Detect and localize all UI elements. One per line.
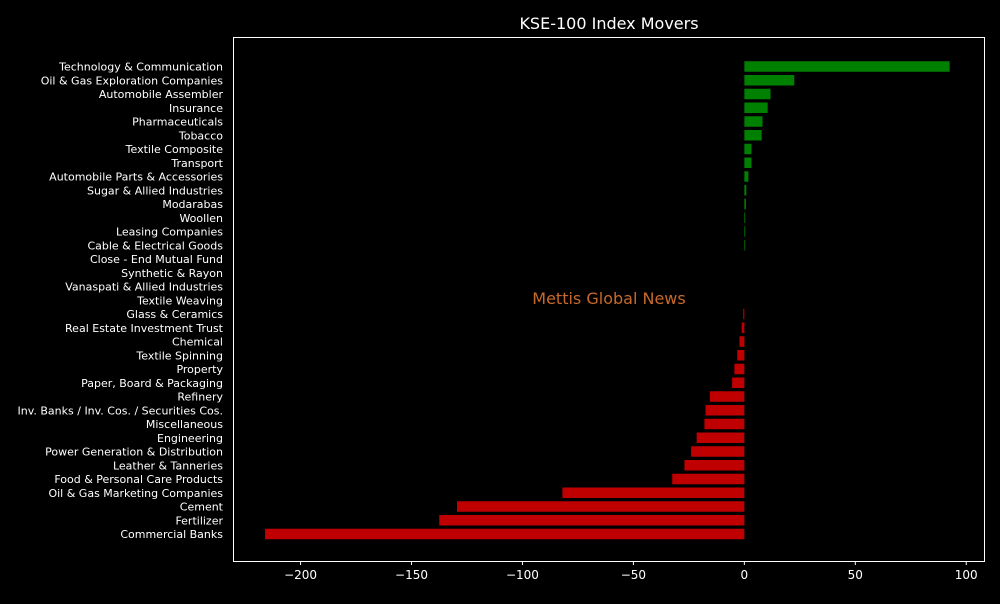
x-tick-label: 50 — [848, 568, 863, 582]
category-label: Oil & Gas Marketing Companies — [48, 487, 223, 500]
bar — [744, 185, 747, 196]
bar — [744, 226, 746, 237]
bar — [705, 405, 745, 416]
category-label: Cement — [180, 501, 224, 514]
bar — [691, 446, 745, 457]
category-label: Automobile Assembler — [99, 88, 224, 101]
category-label: Woollen — [179, 212, 223, 225]
bar — [744, 157, 752, 168]
bar — [744, 212, 746, 223]
bar — [744, 143, 752, 155]
bar — [744, 171, 749, 182]
x-tick-label: −200 — [284, 568, 317, 582]
category-label: Insurance — [169, 102, 223, 115]
chart-title: KSE-100 Index Movers — [519, 14, 698, 33]
category-label: Chemical — [172, 336, 223, 349]
category-label: Close - End Mutual Fund — [90, 253, 223, 266]
category-label: Pharmaceuticals — [132, 116, 223, 129]
category-label: Textile Composite — [125, 143, 224, 156]
category-label: Glass & Ceramics — [126, 308, 223, 321]
x-tick-label: −50 — [621, 568, 646, 582]
category-label: Power Generation & Distribution — [45, 446, 223, 459]
category-label: Vanaspati & Allied Industries — [65, 281, 223, 294]
category-label: Oil & Gas Exploration Companies — [41, 74, 224, 87]
category-label: Automobile Parts & Accessories — [49, 171, 223, 184]
bar — [744, 130, 762, 141]
x-tick-label: −150 — [395, 568, 428, 582]
bar — [741, 322, 745, 333]
category-label: Inv. Banks / Inv. Cos. / Securities Cos. — [18, 404, 223, 417]
bar — [732, 377, 745, 388]
bar — [744, 75, 795, 86]
bar — [265, 528, 745, 540]
bar — [457, 501, 745, 512]
bar — [684, 460, 745, 471]
category-label: Synthetic & Rayon — [121, 267, 223, 280]
category-label: Fertilizer — [175, 514, 223, 527]
bars-layer — [265, 61, 950, 540]
plot-frame — [233, 37, 985, 562]
category-label: Property — [176, 363, 223, 376]
category-label: Food & Personal Care Products — [54, 473, 223, 486]
bar — [704, 418, 745, 430]
bar — [743, 308, 745, 320]
category-label: Engineering — [157, 432, 223, 445]
bar — [744, 88, 771, 100]
category-label: Commercial Banks — [120, 528, 223, 541]
bar — [739, 336, 745, 347]
category-label: Leasing Companies — [116, 226, 223, 239]
category-label: Tobacco — [178, 129, 223, 142]
bar — [709, 391, 745, 402]
category-label: Textile Weaving — [136, 294, 223, 307]
bar — [737, 350, 745, 361]
category-label: Sugar & Allied Industries — [87, 184, 223, 197]
bar — [744, 102, 768, 113]
bar — [744, 198, 746, 210]
bar — [744, 240, 746, 251]
category-label: Transport — [170, 157, 223, 170]
x-tick-label: 100 — [955, 568, 978, 582]
bar — [439, 515, 745, 526]
bar — [744, 61, 950, 72]
category-label: Technology & Communication — [58, 61, 223, 74]
category-label: Modarabas — [162, 198, 223, 211]
bar — [672, 473, 745, 485]
bar — [734, 363, 745, 375]
category-label: Refinery — [177, 391, 223, 404]
category-label: Paper, Board & Packaging — [81, 377, 223, 390]
watermark-text: Mettis Global News — [532, 289, 685, 308]
x-tick-label: −100 — [506, 568, 539, 582]
bar — [696, 432, 745, 443]
bar — [744, 116, 763, 127]
category-label: Miscellaneous — [146, 418, 223, 431]
category-label: Textile Spinning — [135, 349, 223, 362]
category-label: Real Estate Investment Trust — [65, 322, 224, 335]
category-label: Leather & Tanneries — [113, 459, 223, 472]
x-tick-label: 0 — [741, 568, 749, 582]
category-label: Cable & Electrical Goods — [87, 239, 223, 252]
bar — [562, 487, 745, 498]
